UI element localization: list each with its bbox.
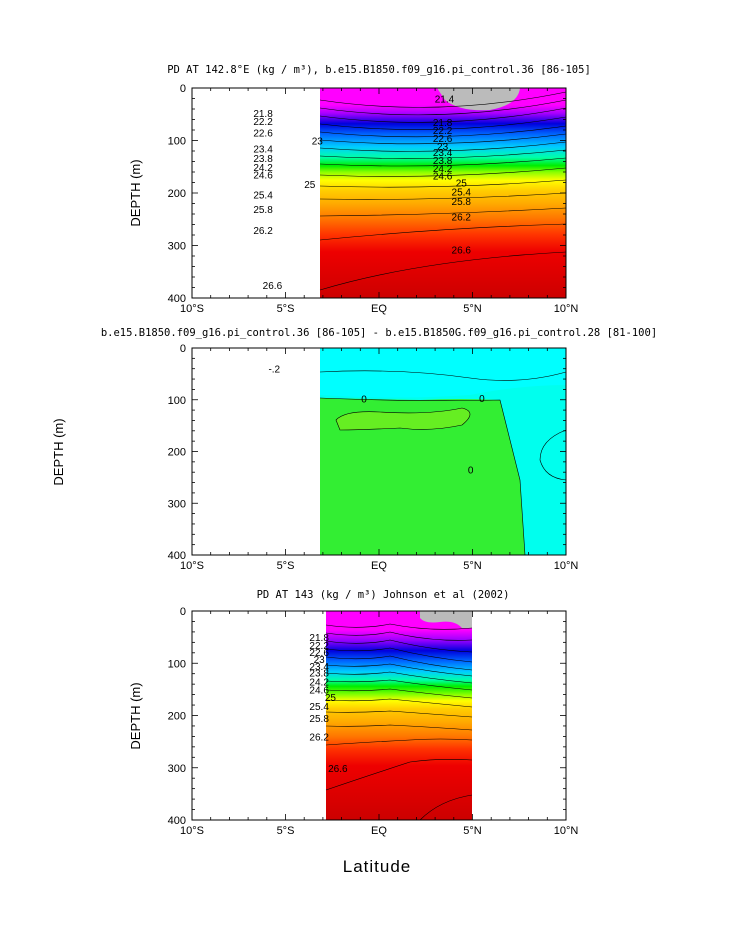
contour-label: 0 (479, 394, 485, 405)
y-tick-label: 0 (180, 343, 186, 355)
panel-middle-region-negative (320, 348, 566, 398)
contour-label: 25.4 (452, 187, 472, 198)
panel-top-title: PD AT 142.8°E (kg / m³), b.e15.B1850.f09… (167, 64, 591, 76)
y-tick-label: 400 (168, 550, 186, 562)
x-tick-label: EQ (371, 825, 387, 837)
panel-middle-region-cyan (320, 348, 566, 555)
contour-label: 22.2 (433, 126, 453, 137)
x-tick-label: 5°S (277, 303, 295, 315)
panel-top: PD AT 142.8°E (kg / m³), b.e15.B1850.f09… (128, 64, 591, 315)
contour-label: 25 (325, 693, 337, 704)
panel-bottom-title: PD AT 143 (kg / m³) Johnson et al (2002) (257, 589, 510, 601)
panel-bottom-masked (420, 611, 472, 628)
panel-middle-title: b.e15.B1850.f09_g16.pi_control.36 [86-10… (101, 327, 657, 339)
panel-top-masked (437, 88, 520, 111)
y-tick-label: 300 (168, 498, 186, 510)
contour-label: 22.2 (309, 641, 329, 652)
contour-label: 25 (304, 180, 316, 191)
contour-label: 24.6 (433, 172, 453, 183)
contour-label: 24.2 (433, 164, 453, 175)
x-tick-label: 10°N (554, 825, 579, 837)
contour-label: 26.2 (253, 226, 273, 237)
x-tick-label: 5°N (463, 825, 482, 837)
contour-label: 25.8 (452, 197, 472, 208)
contour-label: 23 (312, 137, 324, 148)
contour-label: 22.6 (433, 134, 453, 145)
contour-label: 26.2 (309, 732, 329, 743)
contour-label: 23.4 (309, 662, 329, 673)
panel-top-contours (319, 91, 567, 291)
y-tick-label: 300 (168, 241, 186, 253)
contour-label: 25.8 (253, 205, 273, 216)
contour-label: 26.2 (452, 213, 472, 224)
x-tick-label: EQ (371, 303, 387, 315)
y-tick-label: 0 (180, 606, 186, 618)
y-tick-label: 200 (168, 447, 186, 459)
panel-bottom-contours (325, 623, 473, 821)
contour-label: 22.6 (309, 648, 329, 659)
y-tick-label: 100 (168, 136, 186, 148)
x-tick-label: 10°S (180, 303, 204, 315)
contour-label: 23.4 (253, 144, 273, 155)
panel-top-contour-labels: 21.421.822.222.62323.423.824.224.62525.4… (253, 95, 471, 292)
y-tick-label: 100 (168, 658, 186, 670)
contour-label: 21.8 (309, 633, 329, 644)
contour-label: -.2 (268, 365, 280, 376)
panel-bottom-ylabel: DEPTH (m) (128, 682, 143, 749)
panel-bottom: PD AT 143 (kg / m³) Johnson et al (2002)… (128, 589, 578, 876)
panel-middle-axes: 10°S 5°S EQ 5°N 10°N 0 100 200 300 400 (168, 343, 579, 572)
y-tick-label: 400 (168, 293, 186, 305)
contour-label: 23 (437, 142, 449, 153)
x-tick-label: 10°N (554, 560, 579, 572)
contour-label: 21.4 (435, 95, 455, 106)
y-tick-label: 0 (180, 83, 186, 95)
contour-label: 26.6 (452, 246, 472, 257)
contour-label: 0 (361, 395, 367, 406)
y-tick-label: 300 (168, 763, 186, 775)
contour-label: 25.8 (309, 714, 329, 725)
contour-label: 23.8 (309, 669, 329, 680)
x-tick-label: 10°N (554, 303, 579, 315)
panel-bottom-contour-labels: 21.822.222.62323.423.824.224.62525.425.8… (309, 633, 348, 775)
y-tick-label: 200 (168, 188, 186, 200)
y-tick-label: 200 (168, 711, 186, 723)
contour-label: 23.8 (253, 154, 273, 165)
contour-label: 23.4 (433, 148, 453, 159)
panel-bottom-axes: 10°S 5°S EQ 5°N 10°N 0 100 200 300 400 (168, 606, 579, 837)
contour-label: 26.6 (328, 764, 348, 775)
x-tick-label: 10°S (180, 560, 204, 572)
contour-label: 21.8 (253, 109, 273, 120)
contour-label: 25.4 (253, 191, 273, 202)
y-tick-label: 100 (168, 395, 186, 407)
x-tick-label: 5°S (277, 560, 295, 572)
contour-label: 0 (468, 466, 474, 477)
contour-label: 21.8 (433, 118, 453, 129)
y-tick-label: 400 (168, 815, 186, 827)
contour-label: 23.8 (433, 156, 453, 167)
x-tick-label: 5°N (463, 560, 482, 572)
contour-label: 24.6 (309, 685, 329, 696)
panel-top-axes: 10°S 5°S EQ 5°N 10°N 0 100 200 300 400 (168, 83, 579, 315)
contour-label: 22.2 (253, 117, 273, 128)
contour-label: 25.4 (309, 702, 329, 713)
x-tick-label: EQ (371, 560, 387, 572)
x-tick-label: 5°N (463, 303, 482, 315)
contour-label: 23 (314, 655, 326, 666)
panel-middle: b.e15.B1850.f09_g16.pi_control.36 [86-10… (51, 327, 657, 572)
panel-top-ylabel: DEPTH (m) (128, 159, 143, 226)
contour-label: 24.6 (253, 171, 273, 182)
contour-label: 26.6 (263, 281, 283, 292)
contour-label: 25 (456, 179, 468, 190)
contour-label: 24.2 (253, 163, 273, 174)
x-tick-label: 5°S (277, 825, 295, 837)
panel-middle-contour-labels: -.2 0 0 0 (268, 365, 485, 477)
contour-label: 24.2 (309, 678, 329, 689)
panel-middle-region-positive (335, 407, 471, 431)
panel-middle-ylabel: DEPTH (m) (51, 418, 66, 485)
x-tick-label: 10°S (180, 825, 204, 837)
contour-label: 22.6 (253, 129, 273, 140)
x-axis-label: Latitude (343, 857, 412, 876)
